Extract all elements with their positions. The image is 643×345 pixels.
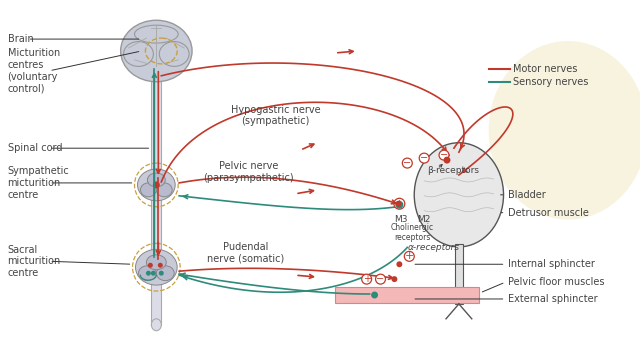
Circle shape: [148, 263, 153, 268]
Text: Pelvic nerve
(parasympathetic): Pelvic nerve (parasympathetic): [203, 161, 294, 183]
Circle shape: [439, 150, 449, 160]
Text: Bladder: Bladder: [509, 190, 547, 200]
Bar: [455, 244, 463, 304]
Circle shape: [371, 292, 378, 298]
Text: −: −: [440, 150, 448, 160]
Circle shape: [404, 252, 414, 261]
Text: M3: M3: [395, 215, 408, 224]
Ellipse shape: [414, 143, 503, 247]
Text: Internal sphincter: Internal sphincter: [509, 259, 595, 269]
Text: −: −: [376, 274, 385, 284]
Circle shape: [153, 181, 160, 188]
Circle shape: [159, 271, 164, 276]
Ellipse shape: [156, 266, 174, 280]
Ellipse shape: [123, 41, 154, 66]
Circle shape: [395, 201, 401, 207]
Text: Micturition
centres
(voluntary
control): Micturition centres (voluntary control): [8, 48, 60, 93]
Ellipse shape: [147, 173, 165, 187]
Text: α-receptors: α-receptors: [408, 243, 460, 252]
Text: Spinal cord: Spinal cord: [8, 143, 62, 153]
Text: Hypogastric nerve
(sympathetic): Hypogastric nerve (sympathetic): [231, 105, 320, 126]
Circle shape: [146, 271, 151, 276]
Ellipse shape: [147, 255, 167, 270]
Ellipse shape: [134, 25, 178, 43]
Text: −: −: [403, 158, 412, 168]
Text: External sphincter: External sphincter: [509, 294, 598, 304]
Text: Brain: Brain: [8, 34, 33, 44]
Text: Sensory nerves: Sensory nerves: [514, 77, 589, 87]
Bar: [151, 69, 161, 325]
Ellipse shape: [159, 41, 189, 66]
Ellipse shape: [140, 183, 156, 197]
Text: Detrusor muscle: Detrusor muscle: [509, 208, 590, 218]
Ellipse shape: [136, 249, 177, 285]
Circle shape: [151, 271, 156, 276]
Ellipse shape: [151, 319, 161, 331]
Text: Cholinergic
receptors: Cholinergic receptors: [391, 223, 434, 242]
Circle shape: [419, 153, 429, 163]
Text: β-receptors: β-receptors: [427, 166, 479, 175]
Text: +: +: [404, 251, 414, 261]
Circle shape: [361, 274, 372, 284]
Text: Sympathetic
micturition
centre: Sympathetic micturition centre: [8, 166, 69, 199]
Circle shape: [394, 198, 405, 209]
Ellipse shape: [138, 169, 175, 201]
Text: Motor nerves: Motor nerves: [514, 64, 578, 74]
Text: −: −: [420, 153, 428, 163]
Circle shape: [395, 201, 403, 209]
Circle shape: [376, 274, 386, 284]
Circle shape: [396, 261, 403, 267]
Circle shape: [444, 157, 451, 164]
Text: +: +: [363, 274, 370, 284]
Text: Pudendal
nerve (somatic): Pudendal nerve (somatic): [207, 241, 284, 263]
Ellipse shape: [121, 20, 192, 82]
Circle shape: [403, 158, 412, 168]
Text: +: +: [395, 199, 404, 209]
Ellipse shape: [156, 183, 172, 197]
Ellipse shape: [489, 41, 643, 220]
Ellipse shape: [138, 266, 156, 280]
Text: Sacral
micturition
centre: Sacral micturition centre: [8, 245, 61, 278]
Circle shape: [392, 276, 397, 282]
Bar: [335, 287, 479, 303]
Circle shape: [158, 263, 163, 268]
Text: Pelvic floor muscles: Pelvic floor muscles: [509, 277, 605, 287]
Text: M2: M2: [417, 215, 431, 224]
